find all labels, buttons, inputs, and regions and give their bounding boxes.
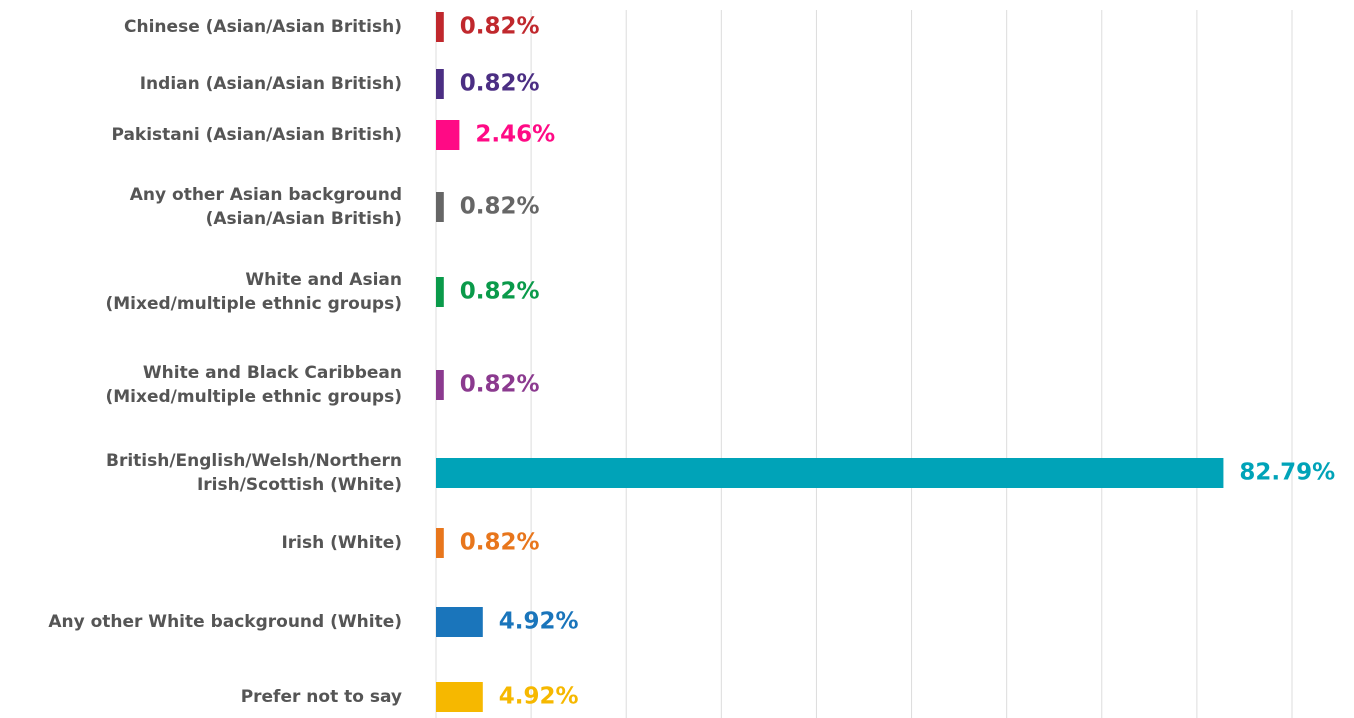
category-label: British/English/Welsh/Northern Irish/Scot…: [106, 451, 402, 495]
value-label: 0.82%: [460, 71, 540, 97]
category-label: Chinese (Asian/Asian British): [124, 17, 402, 37]
category-label: Prefer not to say: [241, 687, 402, 707]
bar: [436, 277, 444, 307]
category-label: Indian (Asian/Asian British): [140, 74, 402, 94]
value-label: 82.79%: [1239, 460, 1335, 486]
bar: [436, 12, 444, 42]
value-label: 0.82%: [460, 530, 540, 556]
category-label: Any other White background (White): [48, 612, 402, 632]
value-label: 0.82%: [460, 14, 540, 40]
bar: [436, 458, 1224, 488]
value-label: 4.92%: [499, 609, 579, 635]
bar: [436, 607, 483, 637]
bar: [436, 528, 444, 558]
bar: [436, 69, 444, 99]
category-label: White and Asian (Mixed/multiple ethnic gr…: [105, 270, 402, 314]
value-label: 0.82%: [460, 372, 540, 398]
bar: [436, 120, 460, 150]
value-label: 4.92%: [499, 684, 579, 710]
category-label: Irish (White): [281, 533, 402, 553]
value-label: 0.82%: [460, 279, 540, 305]
bar: [436, 192, 444, 222]
bar: [436, 682, 483, 712]
category-label: White and Black Caribbean (Mixed/multiple…: [105, 363, 402, 407]
category-label: Any other Asian background (Asian/Asian B…: [130, 185, 402, 229]
value-label: 0.82%: [460, 194, 540, 220]
value-label: 2.46%: [475, 122, 555, 148]
bar: [436, 370, 444, 400]
category-label: Pakistani (Asian/Asian British): [111, 125, 402, 145]
